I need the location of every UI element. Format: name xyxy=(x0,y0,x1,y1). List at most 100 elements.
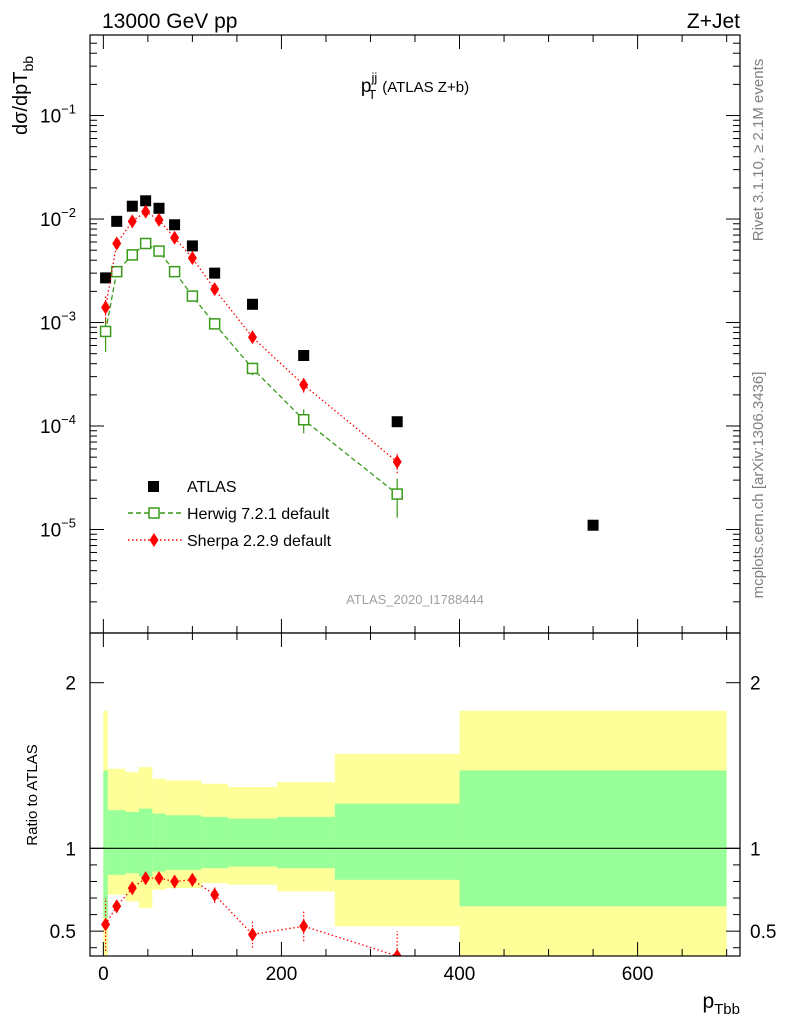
main-y-tick-label: 10−1 xyxy=(40,102,76,128)
header-process-label: Z+Jet xyxy=(687,10,740,33)
main-y-tick-label: 10−3 xyxy=(40,309,76,335)
main-title: pjj T (ATLAS Z+b) xyxy=(361,70,469,102)
atlas-data-point xyxy=(587,519,599,531)
ratio-x-axis-label: pTbb xyxy=(702,990,740,1018)
sherpa-ratio-point xyxy=(392,949,402,956)
ratio-x-tick-label: 600 xyxy=(622,964,654,985)
sherpa-ratio-point xyxy=(299,919,309,934)
herwig-data-point xyxy=(208,318,221,330)
sherpa-ratio-point xyxy=(112,899,122,914)
sherpa-ratio-point xyxy=(170,874,180,889)
ratio-y-tick-label-right: 0.5 xyxy=(750,922,776,943)
sherpa-data-point xyxy=(187,251,197,266)
ratio-x-tick-label: 200 xyxy=(266,964,298,985)
main-y-tick-label: 10−2 xyxy=(40,205,76,231)
herwig-data-point xyxy=(126,249,139,261)
ratio-x-tick-label: 0 xyxy=(98,964,109,985)
ratio-stat-band xyxy=(334,803,460,880)
analysis-label: ATLAS_2020_I1788444 xyxy=(346,592,484,607)
ratio-stat-band xyxy=(103,770,108,918)
atlas-data-point xyxy=(126,200,138,212)
herwig-data-point xyxy=(186,290,199,302)
sherpa-data-point xyxy=(154,212,164,227)
atlas-data-point xyxy=(140,195,152,207)
herwig-data-point xyxy=(153,245,165,257)
legend-item-atlas: ATLAS xyxy=(148,479,237,496)
ratio-stat-band xyxy=(276,816,335,869)
sherpa-data-point xyxy=(170,230,180,245)
legend-item-herwig: Herwig 7.2.1 default xyxy=(128,506,330,523)
ratio-y-tick-label: 1 xyxy=(65,839,76,860)
legend-herwig-label: Herwig 7.2.1 default xyxy=(187,506,330,523)
sherpa-data-point xyxy=(127,214,137,229)
sherpa-data-point xyxy=(210,282,220,297)
ratio-y-tick-label: 2 xyxy=(65,674,76,695)
ratio-stat-band xyxy=(125,811,139,874)
legend-item-sherpa: Sherpa 2.2.9 default xyxy=(128,533,332,550)
sherpa-data-point xyxy=(299,377,309,392)
herwig-data-point xyxy=(391,488,403,500)
legend: ATLAS Herwig 7.2.1 default Sherpa 2.2.9 … xyxy=(128,479,332,550)
atlas-data-point xyxy=(391,416,403,428)
main-y-axis-label: dσ/dpTbb xyxy=(10,56,36,135)
atlas-data-point xyxy=(169,219,181,231)
ratio-stat-band xyxy=(165,815,184,870)
atlas-data-point xyxy=(298,350,310,362)
atlas-data-point xyxy=(111,215,123,227)
sherpa-data-point xyxy=(112,236,122,251)
ratio-y-tick-label-right: 1 xyxy=(750,839,761,860)
ratio-y-tick-label-right: 2 xyxy=(750,674,761,695)
header-energy-label: 13000 GeV pp xyxy=(102,10,237,33)
main-panel: 10−5 10−4 10−3 10−2 10−1 pjj T (ATLAS Z+b) dσ/… xyxy=(10,34,741,634)
atlas-data-point xyxy=(209,267,221,279)
ratio-stat-band xyxy=(183,815,202,870)
legend-atlas-label: ATLAS xyxy=(187,479,237,496)
main-y-tick-label: 10−4 xyxy=(40,412,76,438)
ratio-axis-ticks: 0.5 0.5 1 1 2 2 0 200 400 600 xyxy=(50,633,776,985)
herwig-data-point xyxy=(99,325,112,338)
ratio-stat-band xyxy=(459,770,727,907)
sherpa-ratio-point xyxy=(248,927,257,942)
ratio-stat-band xyxy=(201,816,229,869)
atlas-data-point xyxy=(247,298,258,310)
sherpa-ratio-point xyxy=(187,872,197,887)
sherpa-data-point xyxy=(101,300,111,315)
sherpa-ratio-point xyxy=(101,917,111,932)
main-series-group xyxy=(99,195,599,531)
ratio-y-axis-label: Ratio to ATLAS xyxy=(24,744,41,845)
herwig-data-point xyxy=(110,265,123,278)
herwig-data-point xyxy=(168,265,181,278)
sherpa-ratio-line xyxy=(105,877,398,956)
ratio-frame xyxy=(89,632,741,957)
sherpa-ratio-point xyxy=(127,881,137,896)
ratio-stat-band xyxy=(152,813,166,872)
ratio-stat-band xyxy=(107,810,126,875)
herwig-data-point xyxy=(139,237,152,250)
sherpa-ratio-point xyxy=(154,871,164,886)
legend-atlas-marker xyxy=(148,481,159,492)
herwig-data-point xyxy=(246,362,259,375)
rivet-version-label: Rivet 3.1.10, ≥ 2.1M events xyxy=(750,59,767,242)
ratio-uncertainty-bands xyxy=(90,710,740,956)
atlas-data-point xyxy=(153,202,165,214)
ratio-y-tick-label: 0.5 xyxy=(50,922,76,943)
sherpa-ratio-point xyxy=(210,887,220,902)
legend-sherpa-marker xyxy=(149,533,159,547)
ratio-panel: 0.5 0.5 1 1 2 2 0 200 400 600 Ratio to ATLAS pTbb xyxy=(24,632,776,1018)
ratio-stat-band xyxy=(228,818,277,867)
legend-herwig-marker xyxy=(148,507,160,519)
ratio-stat-band xyxy=(138,808,153,877)
sherpa-data-point xyxy=(248,330,257,345)
atlas-data-point xyxy=(186,240,198,252)
main-y-tick-label: 10−5 xyxy=(40,516,76,542)
legend-sherpa-label: Sherpa 2.2.9 default xyxy=(187,533,332,550)
atlas-data-point xyxy=(100,272,112,284)
sherpa-data-point xyxy=(141,204,151,219)
main-axis-ticks: 10−5 10−4 10−3 10−2 10−1 xyxy=(40,35,740,634)
sherpa-data-point xyxy=(392,454,402,469)
herwig-data-point xyxy=(297,413,310,426)
sherpa-ratio-point xyxy=(141,871,151,886)
ratio-x-tick-label: 400 xyxy=(444,964,476,985)
ratio-series-group xyxy=(101,871,402,956)
